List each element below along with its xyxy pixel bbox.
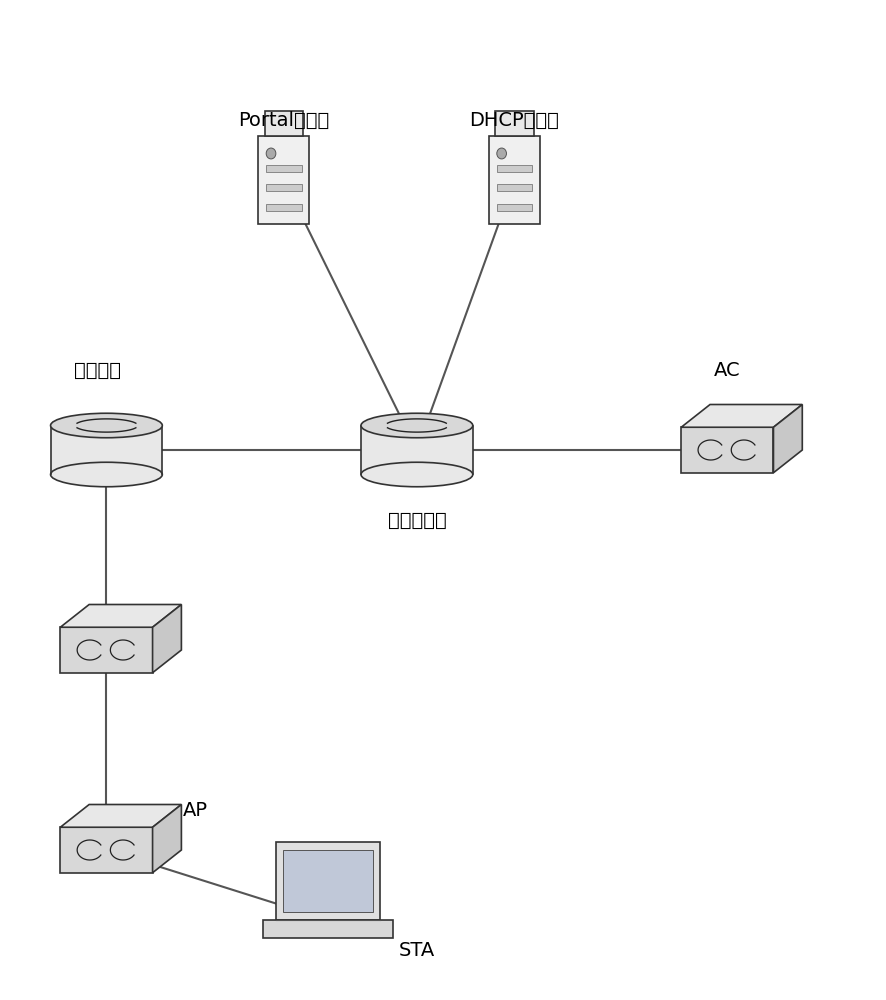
Bar xyxy=(680,427,773,473)
Ellipse shape xyxy=(51,462,162,487)
Circle shape xyxy=(266,148,276,159)
Ellipse shape xyxy=(361,413,472,438)
Bar xyxy=(361,425,472,474)
Bar xyxy=(488,136,540,224)
Polygon shape xyxy=(680,404,801,427)
Text: DHCP服务器: DHCP服务器 xyxy=(469,111,559,130)
Ellipse shape xyxy=(361,462,472,487)
Bar xyxy=(496,204,532,211)
Circle shape xyxy=(496,148,506,159)
Ellipse shape xyxy=(51,413,162,438)
Bar xyxy=(496,165,532,172)
Text: AC: AC xyxy=(713,360,740,379)
Polygon shape xyxy=(152,604,181,673)
Polygon shape xyxy=(773,404,801,473)
Text: AP: AP xyxy=(183,800,207,820)
Bar xyxy=(60,827,152,873)
Text: STA: STA xyxy=(399,940,434,960)
Text: 用户网关: 用户网关 xyxy=(74,360,120,379)
Polygon shape xyxy=(60,604,181,627)
Bar xyxy=(264,111,303,136)
Bar xyxy=(258,136,309,224)
Bar xyxy=(266,204,301,211)
Bar xyxy=(263,920,392,938)
Bar xyxy=(496,184,532,191)
Polygon shape xyxy=(152,804,181,873)
Polygon shape xyxy=(60,804,181,827)
Bar xyxy=(494,111,533,136)
Bar xyxy=(51,425,162,474)
Bar xyxy=(266,184,301,191)
Bar xyxy=(283,850,373,912)
Text: 中央路由器: 中央路由器 xyxy=(387,510,446,529)
Bar xyxy=(266,165,301,172)
Bar xyxy=(276,842,379,920)
Text: Portal服务器: Portal服务器 xyxy=(238,111,329,130)
Bar xyxy=(60,627,152,673)
